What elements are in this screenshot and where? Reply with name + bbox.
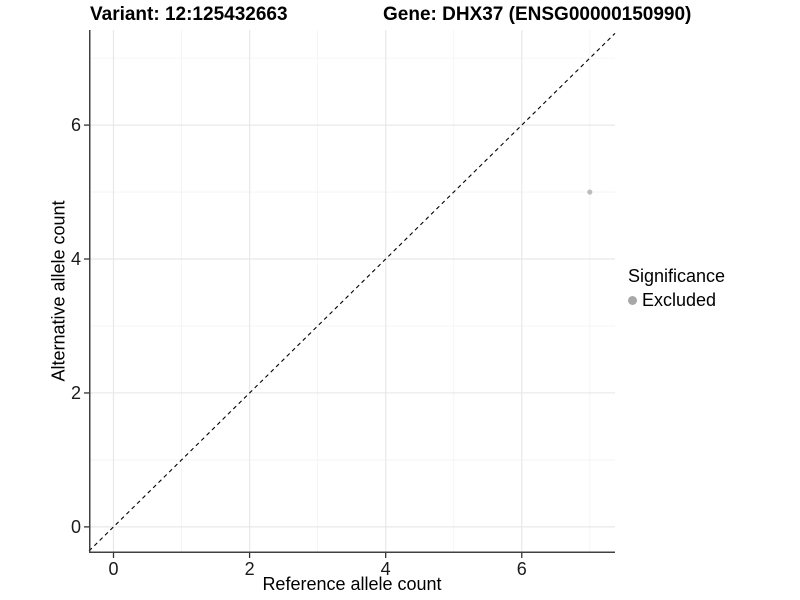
y-tick-label: 6 — [70, 115, 81, 136]
x-tick-label: 2 — [244, 559, 255, 579]
plot-title-gene: Gene: DHX37 (ENSG00000150990) — [383, 4, 692, 25]
y-tick-label: 4 — [70, 249, 81, 270]
legend-marker-circle-icon — [628, 296, 637, 305]
x-tick-label: 0 — [108, 559, 119, 579]
identity-dashed-line — [88, 32, 616, 552]
data-point — [587, 189, 593, 195]
y-tick-label: 0 — [70, 516, 81, 537]
legend-entry-excluded: Excluded — [628, 290, 725, 311]
x-tick-label: 4 — [380, 559, 391, 579]
plot-canvas — [84, 30, 616, 558]
plot-panel — [84, 30, 616, 558]
legend-entry-label: Excluded — [642, 290, 717, 310]
y-tick-label: 2 — [70, 382, 81, 403]
y-axis-title: Alternative allele count — [48, 200, 69, 382]
x-axis-title: Reference allele count — [262, 574, 442, 594]
x-tick-label: 6 — [516, 559, 527, 579]
legend-title: Significance — [628, 266, 726, 286]
plot-title-variant: Variant: 12:125432663 — [90, 4, 288, 25]
legend: Significance Excluded — [628, 266, 725, 311]
